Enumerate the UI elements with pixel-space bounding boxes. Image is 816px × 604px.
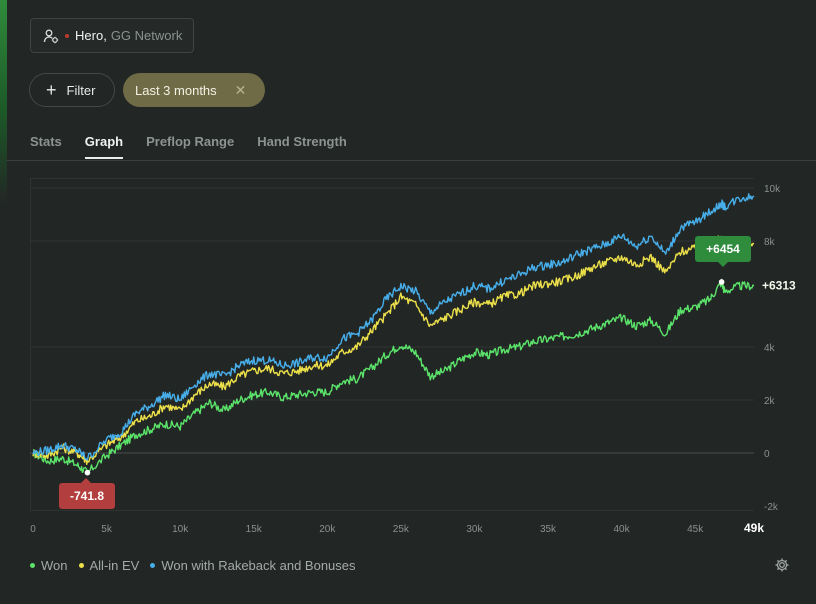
legend-label-allin-ev: All-in EV: [89, 558, 140, 573]
x-tick-label-0: 0: [30, 524, 36, 535]
y-tick-label-4: 0: [764, 449, 770, 460]
max-value-callout: +6454: [695, 236, 751, 267]
x-tick-label-3: 15k: [246, 524, 263, 535]
status-dot: [65, 33, 69, 38]
tab-bar: Stats Graph Preflop Range Hand Strength: [30, 134, 370, 160]
final-value-label: +6313: [762, 279, 796, 293]
player-selector[interactable]: Hero, GG Network: [30, 18, 194, 53]
min-point-marker: [84, 469, 91, 476]
max-point-marker: [718, 279, 725, 285]
legend-dot-won: [30, 563, 35, 568]
legend-label-rakeback: Won with Rakeback and Bonuses: [161, 558, 356, 573]
x-tick-label-9: 45k: [687, 524, 704, 535]
tab-stats[interactable]: Stats: [30, 134, 62, 149]
legend-item-rakeback[interactable]: Won with Rakeback and Bonuses: [150, 558, 356, 573]
close-icon[interactable]: ✕: [234, 81, 247, 98]
y-tick-label-1: 8k: [764, 237, 776, 248]
legend-label-won: Won: [41, 558, 68, 573]
y-tick-label-3: 2k: [764, 396, 776, 407]
min-value-callout: -741.8: [59, 478, 115, 509]
legend-item-allin-ev[interactable]: All-in EV: [78, 558, 140, 573]
filter-button[interactable]: + Filter: [29, 73, 115, 107]
y-tick-label-5: -2k: [764, 502, 779, 513]
x-tick-label-2: 10k: [172, 524, 189, 535]
legend-dot-rakeback: [150, 563, 156, 568]
legend-item-won[interactable]: Won: [30, 558, 68, 573]
user-settings-icon: [43, 29, 59, 43]
date-range-chip[interactable]: Last 3 months ✕: [123, 73, 265, 107]
left-edge-glow: [0, 0, 7, 604]
tab-graph[interactable]: Graph: [84, 134, 124, 160]
plus-icon: +: [46, 80, 57, 100]
player-name-comma: ,: [103, 28, 107, 43]
chart-legend: Won All-in EV Won with Rakeback and Bonu…: [30, 558, 367, 573]
tabs-divider: [7, 160, 816, 161]
x-tick-label-6: 30k: [466, 524, 483, 535]
filter-label: Filter: [66, 82, 96, 98]
chart-frame: [30, 178, 754, 511]
tab-hand-strength[interactable]: Hand Strength: [257, 134, 347, 149]
x-tick-label-1: 5k: [101, 524, 113, 535]
tab-preflop-range[interactable]: Preflop Range: [146, 134, 235, 149]
y-tick-label-2: 4k: [764, 343, 776, 354]
x-tick-label-7: 35k: [540, 524, 557, 535]
x-tick-label-end: 49k: [744, 521, 764, 535]
x-tick-label-4: 20k: [319, 524, 336, 535]
series-line-won-with-rakeback-and-bonuses: [32, 193, 755, 461]
series-line-all-in-ev: [32, 235, 755, 465]
player-network: GG Network: [110, 28, 183, 43]
y-tick-label-0: 10k: [764, 184, 781, 195]
x-tick-label-5: 25k: [393, 524, 410, 535]
legend-dot-allin-ev: [78, 563, 84, 568]
gear-icon[interactable]: [774, 557, 790, 573]
date-range-label: Last 3 months: [135, 82, 217, 98]
series-line-won: [32, 278, 755, 473]
x-tick-label-8: 40k: [614, 524, 631, 535]
player-name: Hero: [75, 28, 104, 43]
